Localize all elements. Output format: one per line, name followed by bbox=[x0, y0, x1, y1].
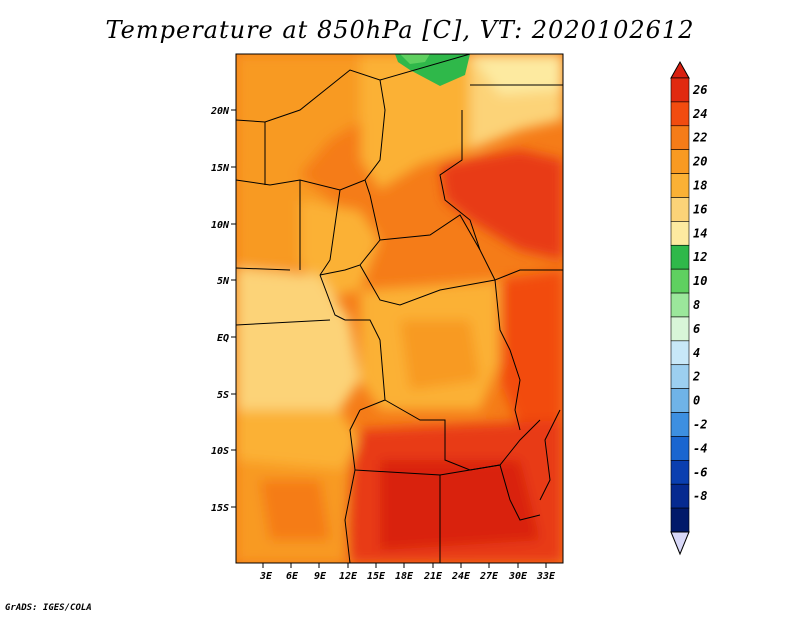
colorbar-label: 10 bbox=[693, 274, 707, 288]
colorbar-label: 16 bbox=[693, 202, 707, 216]
lat-tick-label: 5S bbox=[217, 390, 229, 401]
map-title: Temperature at 850hPa [C], VT: 202010261… bbox=[105, 16, 695, 44]
latitude-axis: 20N 15N 10N 5N EQ 5S 10S 15S bbox=[210, 106, 236, 514]
lat-tick-label: EQ bbox=[217, 333, 229, 344]
colorbar-label: 14 bbox=[693, 226, 707, 240]
colorbar-label: 26 bbox=[692, 83, 707, 97]
lon-tick-label: 3E bbox=[259, 571, 273, 582]
lat-tick-label: 15S bbox=[211, 503, 229, 514]
colorbar-band bbox=[670, 436, 690, 461]
lat-tick-label: 10N bbox=[211, 220, 230, 231]
lat-tick-label: 10S bbox=[211, 446, 229, 457]
colorbar-label: 20 bbox=[692, 155, 707, 169]
lon-tick-label: 33E bbox=[536, 571, 556, 582]
colorbar-band bbox=[670, 412, 690, 437]
colorbar-label: 6 bbox=[693, 322, 700, 336]
colorbar-label: -8 bbox=[693, 489, 707, 503]
colorbar-band bbox=[670, 316, 690, 342]
colorbar-label: 24 bbox=[692, 107, 707, 121]
grads-credit: GrADS: IGES/COLA bbox=[5, 603, 92, 613]
colorbar-label: -2 bbox=[693, 417, 707, 431]
colorbar-band bbox=[670, 221, 690, 246]
lon-tick-label: 24E bbox=[451, 571, 471, 582]
colorbar-label: 22 bbox=[692, 131, 707, 145]
colorbar-band bbox=[670, 364, 690, 389]
lon-tick-label: 18E bbox=[395, 571, 414, 582]
colorbar-band bbox=[670, 507, 690, 533]
colorbar-top-cap bbox=[670, 60, 690, 79]
colorbar-label: -4 bbox=[693, 441, 707, 455]
lon-tick-label: 30E bbox=[508, 571, 528, 582]
colorbar-band bbox=[670, 340, 690, 366]
country-borders bbox=[236, 54, 563, 563]
temperature-field bbox=[236, 54, 563, 563]
colorbar-band bbox=[670, 268, 690, 294]
colorbar-band bbox=[670, 460, 690, 485]
lon-tick-label: 15E bbox=[367, 571, 386, 582]
colorbar-band bbox=[670, 483, 690, 509]
lon-tick-label: 9E bbox=[314, 571, 327, 582]
longitude-axis: 3E 6E 9E 12E 15E 18E 21E 24E 27E 30E 33E bbox=[259, 563, 556, 582]
colorbar-label: -6 bbox=[693, 465, 707, 479]
lon-tick-label: 12E bbox=[339, 571, 358, 582]
lat-tick-label: 5N bbox=[217, 276, 230, 287]
colorbar-label: 18 bbox=[693, 179, 707, 193]
lat-tick-label: 15N bbox=[211, 163, 230, 174]
lon-tick-label: 21E bbox=[423, 571, 443, 582]
lon-tick-label: 6E bbox=[286, 571, 299, 582]
colorbar-bottom-cap bbox=[670, 531, 690, 556]
colorbar-band bbox=[670, 77, 690, 103]
colorbar-label: 12 bbox=[693, 250, 707, 264]
colorbar-band bbox=[670, 125, 690, 150]
lon-tick-label: 27E bbox=[479, 571, 499, 582]
colorbar-label: 4 bbox=[693, 346, 700, 360]
colorbar-band bbox=[670, 173, 690, 198]
colorbar-label: 8 bbox=[693, 298, 700, 312]
colorbar-label: 2 bbox=[692, 370, 700, 384]
colorbar-band bbox=[670, 292, 690, 318]
lat-tick-label: 20N bbox=[210, 106, 230, 117]
colorbar-band bbox=[670, 101, 690, 127]
map-frame bbox=[235, 53, 564, 564]
colorbar-band bbox=[670, 197, 690, 222]
colorbar-band bbox=[670, 149, 690, 174]
colorbar-band bbox=[670, 244, 690, 270]
colorbar-label: 0 bbox=[693, 394, 700, 408]
colorbar-band bbox=[670, 388, 690, 413]
